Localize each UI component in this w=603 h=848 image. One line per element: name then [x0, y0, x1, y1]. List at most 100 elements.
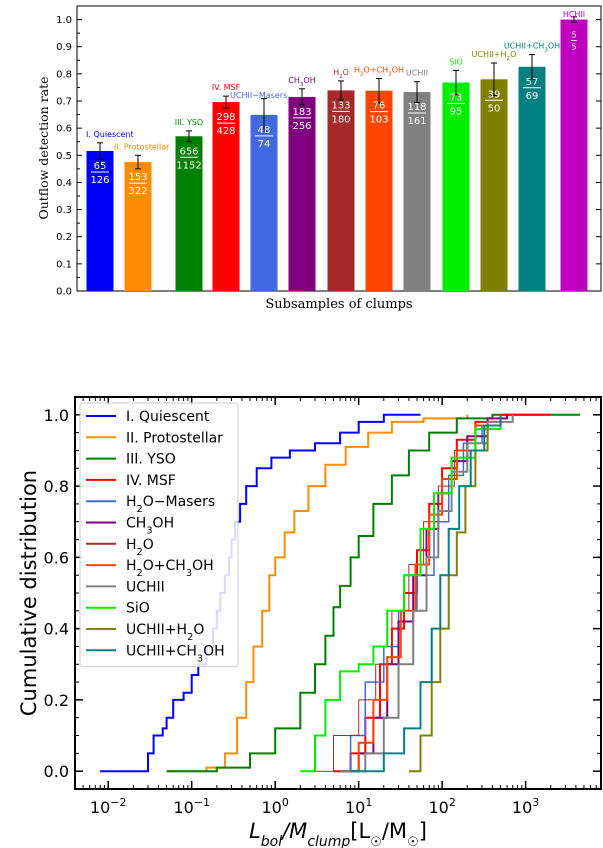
- cdf-line: [340, 414, 514, 773]
- bar: [403, 92, 431, 292]
- legend-item: I. Quiescent: [86, 409, 210, 425]
- legend-label: II. Protostellar: [126, 430, 223, 446]
- legend-item: IV. MSF: [86, 473, 176, 489]
- fraction-numerator: 133: [331, 100, 350, 111]
- legend-item: H2O−Masers: [86, 494, 215, 515]
- y-tick-label: 0.4: [56, 178, 72, 189]
- y-tick-label: 0.9: [56, 42, 72, 53]
- bar-category-label: HCHII: [563, 10, 585, 19]
- bar-category-label: UCHII+CH3OH: [504, 42, 560, 54]
- y-tick-label: 0.8: [56, 69, 72, 80]
- y-tick-label: 0.8: [44, 477, 69, 496]
- bar: [86, 150, 114, 291]
- legend-item: H2O+CH3OH: [86, 558, 214, 579]
- y-tick-label: 0.0: [56, 287, 72, 298]
- legend-item: III. YSO: [86, 452, 176, 468]
- bar: [250, 114, 278, 291]
- bar-chart-y-ticks: 0.0 0.1 0.2 0.3 0.4 0.5 0.6 0.7 0.8 0.9 1.0: [56, 5, 601, 298]
- bar: [288, 96, 316, 291]
- bar-group: 656 1152 III. YSO: [175, 118, 203, 291]
- bar-category-label: III. YSO: [175, 118, 203, 127]
- fraction-denominator: 322: [128, 186, 147, 197]
- bar: [175, 136, 203, 291]
- fraction-numerator: 65: [94, 161, 107, 172]
- cdf-line: [166, 413, 581, 773]
- fraction-denominator: 103: [369, 115, 388, 126]
- legend-box: [79, 402, 239, 668]
- cumulative-chart-lines: [100, 413, 581, 773]
- legend-item: II. Protostellar: [86, 430, 223, 446]
- fraction-denominator: 1152: [176, 160, 201, 171]
- legend-label: H2O+CH3OH: [126, 558, 214, 579]
- fraction-numerator: 39: [488, 89, 501, 100]
- bar-group: 65 126 I. Quiescent: [86, 130, 134, 291]
- x-tick-label: 103: [512, 796, 539, 817]
- bar-category-label: H2O: [333, 68, 349, 80]
- legend-label: CH3OH: [126, 516, 174, 537]
- legend-label: III. YSO: [126, 452, 176, 468]
- bar-group: 39 50 UCHII+H2O: [472, 50, 517, 292]
- fraction-numerator: 48: [258, 125, 271, 136]
- bar-category-label: CH3OH: [288, 76, 315, 88]
- cdf-line: [340, 414, 502, 773]
- fraction-numerator: 656: [179, 146, 198, 157]
- bar: [442, 82, 470, 292]
- legend-label: I. Quiescent: [126, 409, 210, 425]
- fraction-numerator: 118: [407, 102, 426, 113]
- cumulative-chart: 0.00.20.40.60.81.0 10−2 10−1 100 101 102 103 …: [17, 396, 602, 848]
- y-tick-label: 0.2: [44, 691, 69, 710]
- bar-group: 153 322 II. Protostellar: [114, 142, 170, 291]
- bar-category-label: UCHII+H2O: [472, 50, 517, 62]
- bar-chart: 0.0 0.1 0.2 0.3 0.4 0.5 0.6 0.7 0.8 0.9 1.0 65 126 I…: [36, 5, 602, 312]
- y-tick-label: 0.7: [56, 97, 72, 108]
- bar-category-label: I. Quiescent: [86, 130, 134, 139]
- fraction-denominator: 256: [292, 121, 311, 132]
- x-tick-label: 100: [261, 796, 288, 817]
- fraction-denominator: 50: [488, 103, 501, 114]
- bar-category-label: H2O+CH3OH: [354, 65, 404, 77]
- bar: [212, 102, 240, 291]
- fraction-numerator: 153: [128, 172, 147, 183]
- bar: [560, 19, 588, 291]
- x-tick-label: 10−1: [173, 796, 210, 817]
- bar-group: 57 69 UCHII+CH3OH: [504, 42, 560, 291]
- y-tick-label: 0.4: [44, 620, 69, 639]
- bar-category-label: UCHII: [406, 69, 428, 78]
- cumulative-chart-x-label: Lbol/Mclump[L☉/M☉]: [249, 819, 427, 848]
- bar-group: 48 74 UCHII−Masers: [230, 91, 287, 291]
- fraction-denominator: 5: [571, 43, 576, 52]
- cdf-line: [408, 414, 502, 773]
- cumulative-chart-legend: I. Quiescent II. Protostellar III. YSO IV. …: [79, 402, 239, 668]
- fraction-numerator: 183: [292, 107, 311, 118]
- legend-label: UCHII+H2O: [126, 622, 204, 643]
- bar: [518, 66, 546, 291]
- fraction-denominator: 428: [216, 126, 235, 137]
- y-tick-label: 1.0: [56, 15, 72, 26]
- bar: [365, 90, 393, 291]
- y-tick-label: 0.3: [56, 205, 72, 216]
- bar-group: 76 103 H2O+CH3OH: [354, 65, 404, 291]
- bar-chart-y-label: Outflow detection rate: [36, 76, 51, 219]
- fraction-denominator: 74: [258, 139, 271, 150]
- y-tick-label: 1.0: [44, 406, 69, 425]
- cdf-line: [166, 414, 469, 773]
- bar: [327, 90, 355, 292]
- bar-category-label: IV. MSF: [212, 83, 241, 92]
- legend-label: UCHII: [126, 579, 165, 595]
- bar: [480, 79, 508, 292]
- bar-chart-x-label: Subsamples of clumps: [265, 297, 412, 312]
- y-tick-label: 0.5: [56, 151, 72, 162]
- fraction-denominator: 180: [331, 114, 350, 125]
- legend-label: H2O: [126, 537, 154, 558]
- legend-item: CH3OH: [86, 516, 174, 537]
- fraction-denominator: 161: [407, 116, 426, 127]
- bar-group: 73 95 SiO: [442, 57, 470, 292]
- cumulative-chart-y-label: Cumulative distribution: [17, 470, 41, 716]
- y-tick-label: 0.1: [56, 259, 72, 270]
- fraction-numerator: 5: [571, 31, 576, 40]
- fraction-numerator: 57: [526, 77, 539, 88]
- cdf-line: [350, 414, 502, 773]
- legend-item: UCHII: [86, 579, 165, 595]
- legend-item: UCHII+CH3OH: [86, 643, 225, 664]
- x-tick-label: 102: [428, 796, 455, 817]
